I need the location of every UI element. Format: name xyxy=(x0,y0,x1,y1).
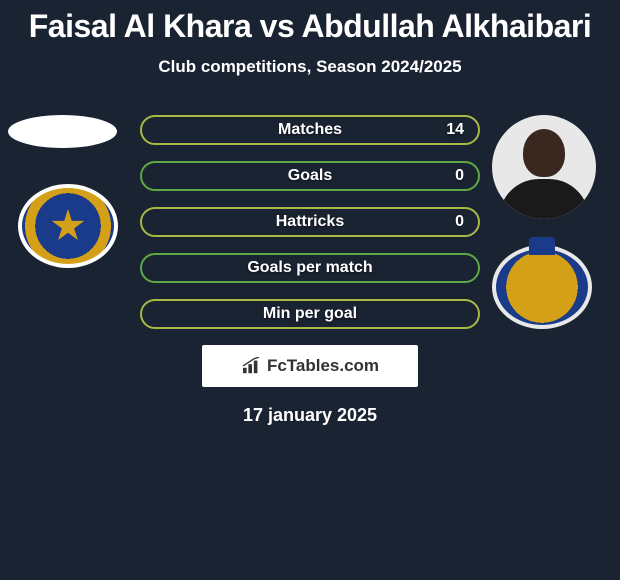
stat-bar-min-per-goal: Min per goal xyxy=(140,299,480,329)
chart-icon xyxy=(241,357,263,375)
club-badge-alnassr xyxy=(492,245,592,329)
stats-list: Matches 14 Goals 0 Hattricks 0 Goals per… xyxy=(140,115,480,329)
stat-label: Min per goal xyxy=(263,305,357,323)
stat-value: 14 xyxy=(446,121,464,139)
date-label: 17 january 2025 xyxy=(0,405,620,426)
stat-bar-goals: Goals 0 xyxy=(140,161,480,191)
stat-label: Matches xyxy=(278,121,342,139)
player-photo-right xyxy=(492,115,596,219)
page-title: Faisal Al Khara vs Abdullah Alkhaibari xyxy=(0,0,620,45)
page-subtitle: Club competitions, Season 2024/2025 xyxy=(0,57,620,77)
stat-label: Goals per match xyxy=(247,259,372,277)
player-placeholder-left xyxy=(8,115,117,148)
right-player-column xyxy=(492,115,612,329)
left-player-column xyxy=(8,115,128,268)
stat-label: Goals xyxy=(288,167,332,185)
stat-bar-goals-per-match: Goals per match xyxy=(140,253,480,283)
stat-value: 0 xyxy=(455,167,464,185)
stat-label: Hattricks xyxy=(276,213,344,231)
stat-bar-hattricks: Hattricks 0 xyxy=(140,207,480,237)
stat-bar-matches: Matches 14 xyxy=(140,115,480,145)
club-badge-altaawoun xyxy=(18,184,118,268)
watermark: FcTables.com xyxy=(202,345,418,387)
watermark-text: FcTables.com xyxy=(267,356,379,376)
stat-value: 0 xyxy=(455,213,464,231)
comparison-content: Matches 14 Goals 0 Hattricks 0 Goals per… xyxy=(0,115,620,426)
